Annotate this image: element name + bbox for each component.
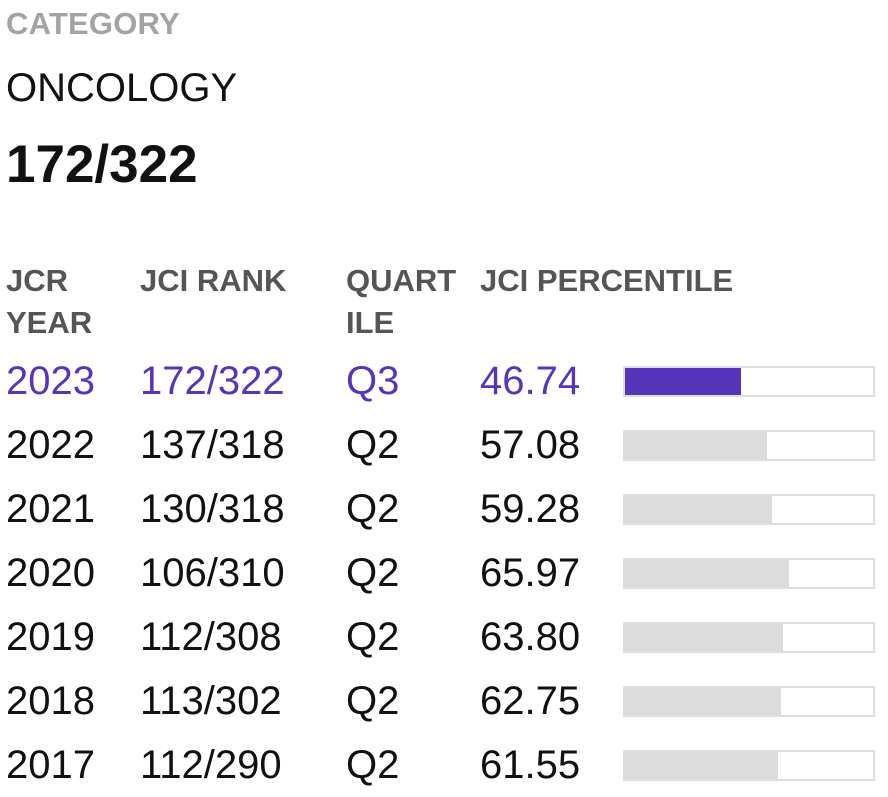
table-row: 2020 106/310 Q2 65.97	[0, 541, 888, 605]
row-percentile: 59.28	[480, 487, 581, 531]
table-row: 2019 112/308 Q2 63.80	[0, 605, 888, 669]
table-row: 2018 113/302 Q2 62.75	[0, 669, 888, 733]
row-quartile: Q2	[346, 423, 400, 467]
percentile-bar-fill	[625, 752, 778, 779]
table-row: 2021 130/318 Q2 59.28	[0, 477, 888, 541]
percentile-bar-fill	[625, 496, 772, 523]
percentile-bar	[623, 494, 875, 525]
row-year: 2017	[6, 743, 95, 787]
percentile-bar	[623, 430, 875, 461]
percentile-bar	[623, 686, 875, 717]
header-jcr-year: JCR YEAR	[6, 263, 93, 340]
header-quartile: QUART ILE	[346, 263, 457, 340]
row-quartile: Q2	[346, 487, 400, 531]
table-row: 2023 172/322 Q3 46.74	[0, 349, 888, 413]
row-year: 2021	[6, 487, 95, 531]
row-quartile: Q3	[346, 359, 400, 403]
header-jci-percentile: JCI PERCENTILE	[480, 263, 734, 298]
row-year: 2019	[6, 615, 95, 659]
row-percentile: 63.80	[480, 615, 581, 659]
row-jci-rank: 130/318	[140, 487, 285, 531]
percentile-bar-fill	[625, 560, 789, 587]
category-rank: 172/322	[6, 135, 198, 194]
row-percentile: 46.74	[480, 359, 581, 403]
row-quartile: Q2	[346, 679, 400, 723]
row-year: 2018	[6, 679, 95, 723]
percentile-bar-fill	[625, 624, 784, 651]
table-row: 2017 112/290 Q2 61.55	[0, 733, 888, 797]
row-percentile: 57.08	[480, 423, 581, 467]
percentile-bar-fill	[625, 688, 781, 715]
row-quartile: Q2	[346, 743, 400, 787]
table-row: 2022 137/318 Q2 57.08	[0, 413, 888, 477]
row-quartile: Q2	[346, 615, 400, 659]
row-jci-rank: 113/302	[140, 679, 282, 723]
row-jci-rank: 172/322	[140, 359, 285, 403]
row-jci-rank: 112/290	[140, 743, 282, 787]
row-year: 2020	[6, 551, 95, 595]
percentile-bar	[623, 750, 875, 781]
row-jci-rank: 106/310	[140, 551, 285, 595]
percentile-bar	[623, 558, 875, 589]
row-percentile: 62.75	[480, 679, 581, 723]
percentile-bar	[623, 622, 875, 653]
category-name: ONCOLOGY	[6, 66, 238, 110]
header-jci-rank: JCI RANK	[140, 263, 287, 298]
row-quartile: Q2	[346, 551, 400, 595]
row-year: 2023	[6, 359, 95, 403]
category-label: CATEGORY	[6, 6, 180, 41]
row-percentile: 65.97	[480, 551, 581, 595]
percentile-bar-fill	[625, 432, 767, 459]
percentile-bar-fill	[625, 368, 741, 395]
row-jci-rank: 137/318	[140, 423, 285, 467]
row-jci-rank: 112/308	[140, 615, 282, 659]
percentile-bar	[623, 366, 875, 397]
row-year: 2022	[6, 423, 95, 467]
row-percentile: 61.55	[480, 743, 581, 787]
